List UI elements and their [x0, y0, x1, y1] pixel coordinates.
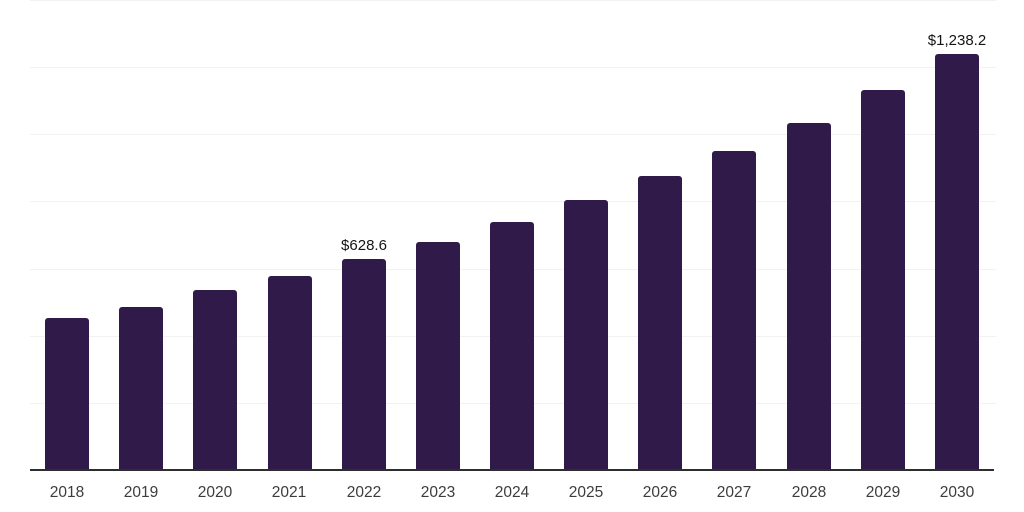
bar-value-label-2022: $628.6: [341, 237, 387, 254]
x-tick-label-2021: 2021: [271, 484, 307, 501]
x-tick-label-2023: 2023: [420, 484, 456, 501]
x-tick-label-2029: 2029: [865, 484, 901, 501]
bar-2025: [564, 200, 608, 470]
x-tick-label-2028: 2028: [791, 484, 827, 501]
bar-2028: [787, 123, 831, 470]
gridline: [30, 67, 996, 68]
bar-2019: [119, 307, 163, 470]
x-tick-label-2030: 2030: [939, 484, 975, 501]
bar-2026: [638, 176, 682, 470]
plot-area: [30, 0, 996, 471]
bar-2027: [712, 151, 756, 470]
bar-2022: [342, 259, 386, 470]
x-tick-label-2024: 2024: [494, 484, 530, 501]
bar-2029: [861, 90, 905, 470]
x-tick-label-2025: 2025: [568, 484, 604, 501]
x-tick-label-2020: 2020: [197, 484, 233, 501]
bar-2020: [193, 290, 237, 470]
bar-2021: [268, 276, 312, 470]
gridline: [30, 0, 996, 1]
x-axis-line: [30, 469, 994, 471]
x-tick-label-2018: 2018: [49, 484, 85, 501]
bar-value-label-2030: $1,238.2: [927, 32, 987, 49]
bar-2030: [935, 54, 979, 470]
x-tick-label-2022: 2022: [346, 484, 382, 501]
gridline: [30, 201, 996, 202]
gridline: [30, 134, 996, 135]
bar-2023: [416, 242, 460, 470]
x-tick-label-2026: 2026: [642, 484, 678, 501]
bar-2024: [490, 222, 534, 470]
x-tick-label-2019: 2019: [123, 484, 159, 501]
bar-2018: [45, 318, 89, 470]
x-tick-label-2027: 2027: [716, 484, 752, 501]
